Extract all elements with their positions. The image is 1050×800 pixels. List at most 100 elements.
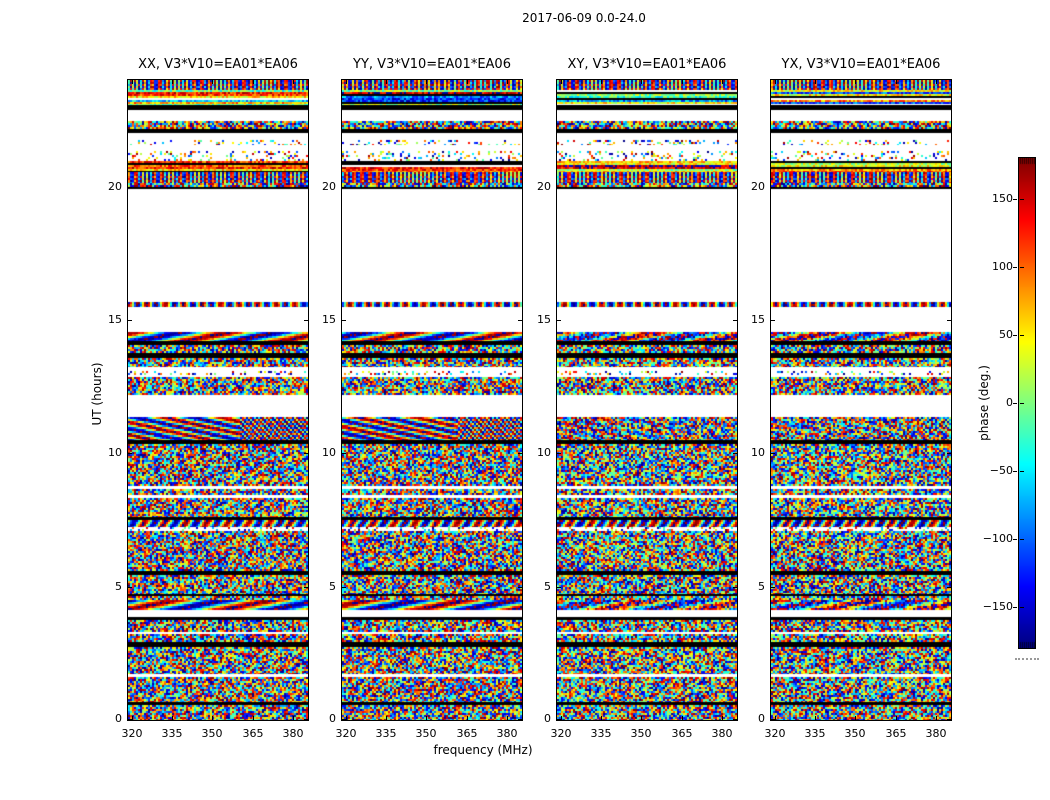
x-tick-top	[641, 80, 642, 84]
x-tick-top	[936, 80, 937, 84]
y-tick-right	[304, 719, 308, 720]
y-tick-left	[342, 719, 346, 720]
y-tick-left	[771, 320, 775, 321]
x-tick-top	[467, 80, 468, 84]
x-tick-label: 365	[456, 727, 478, 740]
colorbar-tick-outer	[1013, 539, 1017, 540]
x-tick-top	[855, 80, 856, 84]
x-tick-top	[172, 80, 173, 84]
y-tick-label: 15	[751, 313, 765, 326]
x-tick-bottom	[253, 716, 254, 720]
y-tick-label: 20	[108, 180, 122, 193]
x-tick-label: 350	[201, 727, 223, 740]
x-tick-top	[346, 80, 347, 84]
colorbar-tick-label: 50	[999, 328, 1013, 341]
x-tick-top	[601, 80, 602, 84]
x-tick-bottom	[346, 716, 347, 720]
panel-title-xy: XY, V3*V10=EA01*EA06	[567, 57, 727, 72]
x-tick-bottom	[722, 716, 723, 720]
colorbar-tick-outer	[1013, 403, 1017, 404]
colorbar-tick-inner	[1020, 539, 1024, 540]
heatmap-canvas-xy	[556, 79, 738, 721]
x-tick-bottom	[682, 716, 683, 720]
y-tick-right	[733, 320, 737, 321]
x-tick-label: 335	[161, 727, 183, 740]
panel-yy: YY, V3*V10=EA01*EA06 0 5 10 15 20 320 335 350 36…	[322, 57, 523, 740]
x-tick-label: 350	[844, 727, 866, 740]
colorbar: phase (deg.) 150 100 50 0 −50 −100 −150	[977, 157, 1039, 660]
x-tick-top	[426, 80, 427, 84]
figure-title: 2017-06-09 0.0-24.0	[522, 11, 646, 25]
x-tick-label: 365	[671, 727, 693, 740]
colorbar-tick-outer	[1013, 335, 1017, 336]
y-tick-label: 10	[751, 446, 765, 459]
y-tick-left	[128, 320, 132, 321]
y-tick-left	[557, 320, 561, 321]
x-tick-top	[212, 80, 213, 84]
y-tick-label: 10	[322, 446, 336, 459]
x-tick-label: 320	[335, 727, 357, 740]
x-tick-top	[561, 80, 562, 84]
x-tick-bottom	[601, 716, 602, 720]
x-tick-label: 320	[550, 727, 572, 740]
colorbar-tick-label: −100	[982, 532, 1013, 545]
x-tick-top	[815, 80, 816, 84]
y-tick-label: 0	[758, 712, 765, 725]
x-axis-label: frequency (MHz)	[433, 743, 533, 757]
y-tick-left	[557, 587, 561, 588]
y-tick-right	[304, 187, 308, 188]
x-tick-top	[722, 80, 723, 84]
y-tick-right	[733, 587, 737, 588]
colorbar-tick-label: −50	[989, 464, 1013, 477]
panel-yx: YX, V3*V10=EA01*EA06 0 5 10 15 20 320 335 350 36…	[751, 57, 952, 740]
colorbar-tick-label: 0	[1006, 396, 1013, 409]
x-tick-bottom	[775, 716, 776, 720]
y-tick-label: 20	[537, 180, 551, 193]
y-tick-right	[518, 320, 522, 321]
y-tick-label: 20	[751, 180, 765, 193]
colorbar-tick-label: 150	[992, 192, 1013, 205]
y-tick-left	[128, 453, 132, 454]
x-tick-bottom	[507, 716, 508, 720]
heatmap-canvas-yx	[770, 79, 952, 721]
y-tick-right	[733, 719, 737, 720]
x-tick-bottom	[855, 716, 856, 720]
panel-title-yx: YX, V3*V10=EA01*EA06	[781, 57, 941, 72]
x-tick-bottom	[467, 716, 468, 720]
y-tick-right	[947, 187, 951, 188]
y-tick-label: 10	[537, 446, 551, 459]
x-tick-label: 320	[121, 727, 143, 740]
y-tick-right	[733, 187, 737, 188]
y-tick-right	[733, 453, 737, 454]
y-tick-left	[771, 719, 775, 720]
colorbar-tick-inner	[1020, 607, 1024, 608]
colorbar-tick-inner	[1020, 403, 1024, 404]
y-tick-right	[304, 320, 308, 321]
x-tick-bottom	[641, 716, 642, 720]
y-tick-right	[947, 320, 951, 321]
colorbar-tick-inner	[1020, 199, 1024, 200]
x-tick-label: 320	[764, 727, 786, 740]
x-tick-label: 380	[925, 727, 947, 740]
y-tick-left	[771, 453, 775, 454]
y-tick-left	[342, 453, 346, 454]
y-tick-right	[304, 453, 308, 454]
colorbar-end-dots	[1015, 658, 1039, 660]
y-tick-right	[518, 719, 522, 720]
x-tick-top	[386, 80, 387, 84]
x-tick-top	[253, 80, 254, 84]
panel-title-yy: YY, V3*V10=EA01*EA06	[353, 57, 511, 72]
y-tick-right	[947, 587, 951, 588]
colorbar-tick-outer	[1013, 267, 1017, 268]
x-tick-bottom	[815, 716, 816, 720]
x-tick-label: 350	[630, 727, 652, 740]
x-tick-top	[293, 80, 294, 84]
y-tick-label: 5	[758, 580, 765, 593]
x-tick-top	[132, 80, 133, 84]
colorbar-tick-label: 100	[992, 260, 1013, 273]
x-tick-bottom	[936, 716, 937, 720]
x-tick-label: 380	[496, 727, 518, 740]
y-tick-left	[128, 187, 132, 188]
y-tick-right	[518, 587, 522, 588]
y-tick-left	[557, 719, 561, 720]
